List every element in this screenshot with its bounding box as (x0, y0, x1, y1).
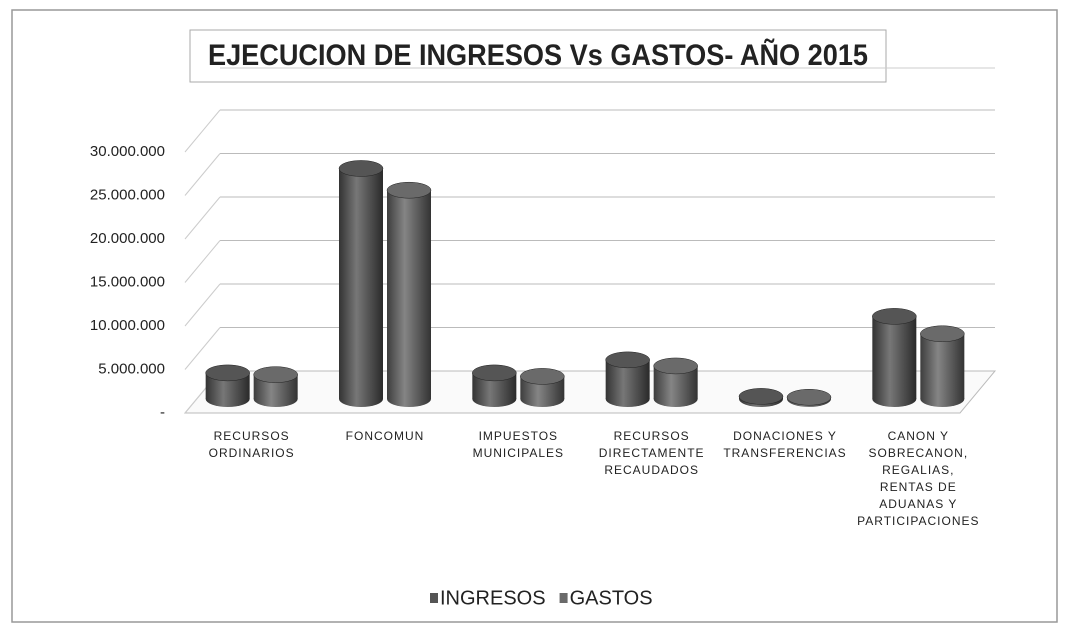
side-grid-line (184, 327, 221, 370)
cylinder (205, 364, 250, 407)
bar-base (205, 391, 250, 407)
side-grid-line (184, 153, 221, 196)
bar-top (338, 160, 384, 177)
bar-base (253, 391, 298, 407)
bar-top (786, 389, 832, 406)
side-grid-line (184, 196, 221, 240)
bar (920, 333, 965, 399)
bar-top (920, 325, 965, 342)
bar-base (339, 391, 383, 407)
x-tick-label: FONCOMUN (345, 429, 425, 443)
y-tick-label: 10.000.000 (90, 317, 165, 334)
bar (387, 190, 431, 399)
bar-top (386, 181, 432, 199)
side-grid-line (184, 283, 221, 327)
y-tick-label: 5.000.000 (98, 360, 165, 377)
bar-top (520, 368, 565, 385)
cylinder (920, 325, 965, 407)
cylinder (520, 368, 565, 407)
cylinder (653, 357, 698, 407)
y-tick-label: 25.000.000 (90, 186, 165, 203)
bar-base (872, 391, 917, 407)
legend-swatch (559, 593, 568, 603)
bar-top (253, 366, 298, 383)
side-grid-line (184, 109, 221, 153)
chart-title: EJECUCION DE INGRESOS Vs GASTOS- AÑO 201… (208, 38, 868, 72)
y-tick-label: 30.000.000 (90, 143, 165, 160)
title-box (189, 29, 887, 83)
bar-top (605, 351, 650, 369)
cylinder (253, 366, 298, 407)
x-tick-label: RECURSOS DIRECTAMENTE RECAUDADOS (598, 429, 705, 477)
legend-label: INGRESOS (440, 587, 546, 609)
bar-base (605, 391, 650, 407)
bar (339, 168, 383, 399)
x-tick-label: DONACIONES Y TRANSFERENCIAS (723, 429, 847, 460)
cylinder (338, 160, 384, 407)
legend-label: GASTOS (570, 587, 653, 609)
bar-top (205, 364, 250, 382)
bar-top (653, 357, 698, 375)
y-tick-label: 20.000.000 (90, 230, 165, 247)
cylinder (872, 308, 917, 407)
bar (872, 316, 917, 399)
bar-top (738, 388, 784, 405)
x-tick-label: CANON Y SOBRECANON, REGALIAS, RENTAS DE … (857, 429, 980, 528)
cylinder (605, 351, 650, 407)
bar-base (920, 391, 965, 407)
cylinder (472, 364, 517, 407)
bar-base (472, 391, 517, 407)
bar-base (387, 391, 431, 407)
cylinder (386, 181, 432, 407)
y-tick-label: 15.000.000 (90, 273, 165, 290)
side-grid-line (184, 240, 221, 283)
x-tick-label: IMPUESTOS MUNICIPALES (472, 429, 565, 460)
x-tick-label: RECURSOS ORDINARIOS (208, 429, 295, 460)
bar-base (653, 391, 698, 407)
legend-swatch (430, 593, 438, 603)
cylinder (738, 388, 784, 407)
bar-base (520, 391, 565, 407)
bar-top (472, 364, 517, 382)
bar-top (872, 308, 917, 325)
cylinder (786, 389, 832, 407)
frame (11, 9, 1058, 623)
y-tick-label: - (160, 404, 165, 421)
